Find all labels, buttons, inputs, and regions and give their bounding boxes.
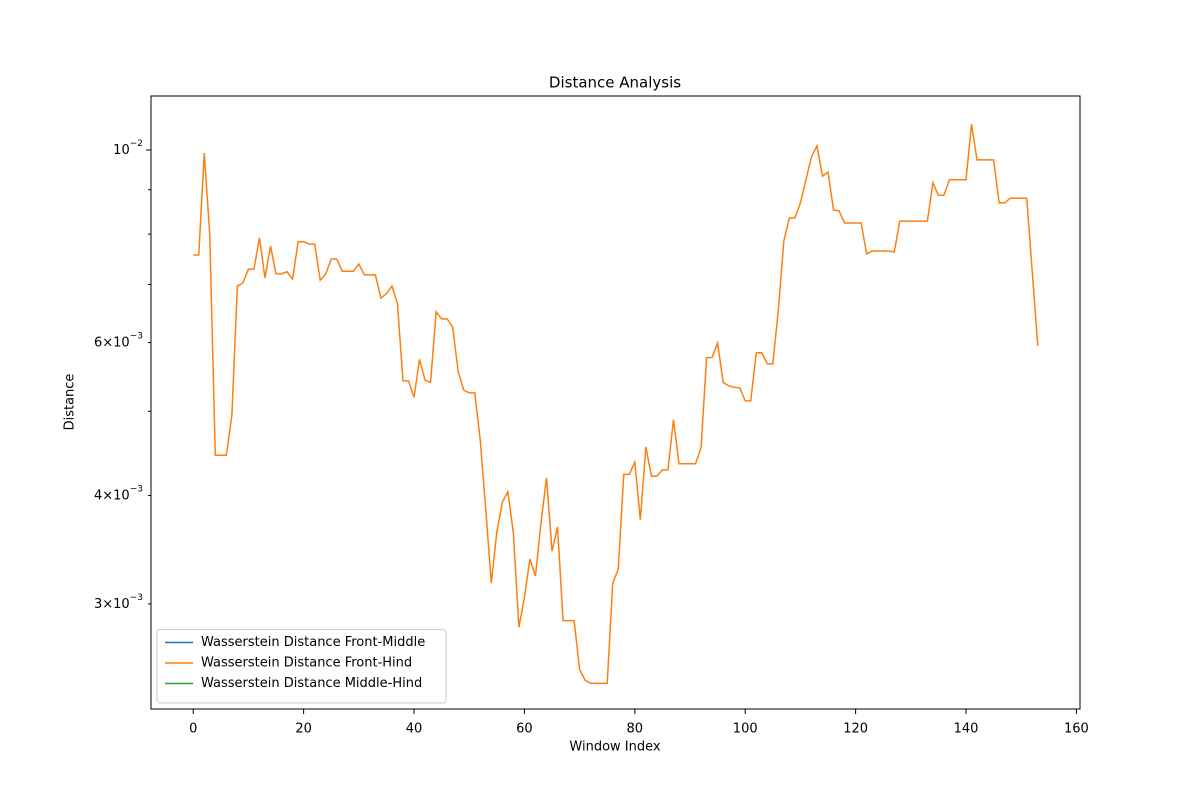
legend-label: Wasserstein Distance Front-Hind bbox=[201, 656, 412, 671]
legend-label: Wasserstein Distance Middle-Hind bbox=[201, 676, 422, 691]
chart-title: Distance Analysis bbox=[549, 74, 681, 92]
y-tick-exponent: −3 bbox=[130, 331, 143, 341]
x-tick-label: 40 bbox=[406, 722, 423, 737]
y-tick-label: 4×10−3 bbox=[94, 484, 143, 503]
x-tick-label: 160 bbox=[1064, 722, 1089, 737]
y-axis-label: Distance bbox=[63, 374, 78, 431]
x-tick-label: 120 bbox=[843, 722, 868, 737]
x-tick-label: 100 bbox=[733, 722, 758, 737]
y-tick-label: 3×10−3 bbox=[94, 592, 143, 611]
legend-box bbox=[156, 629, 447, 704]
y-tick-exponent: −2 bbox=[130, 138, 143, 148]
y-tick-exponent: −3 bbox=[130, 484, 143, 494]
x-tick-label: 80 bbox=[627, 722, 644, 737]
data-line bbox=[193, 124, 1039, 685]
legend-label: Wasserstein Distance Front-Middle bbox=[201, 635, 425, 650]
y-tick-label: 10−2 bbox=[113, 138, 143, 157]
y-tick-base: 4×10 bbox=[94, 488, 130, 503]
x-tick-label: 140 bbox=[954, 722, 979, 737]
y-tick-base: 6×10 bbox=[94, 335, 130, 350]
x-tick-label: 0 bbox=[189, 722, 197, 737]
y-tick-exponent: −3 bbox=[130, 592, 143, 602]
y-tick-base: 3×10 bbox=[94, 596, 130, 611]
x-tick-label: 60 bbox=[516, 722, 533, 737]
x-axis-label: Window Index bbox=[569, 740, 660, 755]
y-tick-label: 6×10−3 bbox=[94, 331, 143, 350]
plot-frame bbox=[150, 95, 1081, 710]
x-tick-label: 20 bbox=[295, 722, 312, 737]
y-tick-base: 10 bbox=[113, 142, 130, 157]
